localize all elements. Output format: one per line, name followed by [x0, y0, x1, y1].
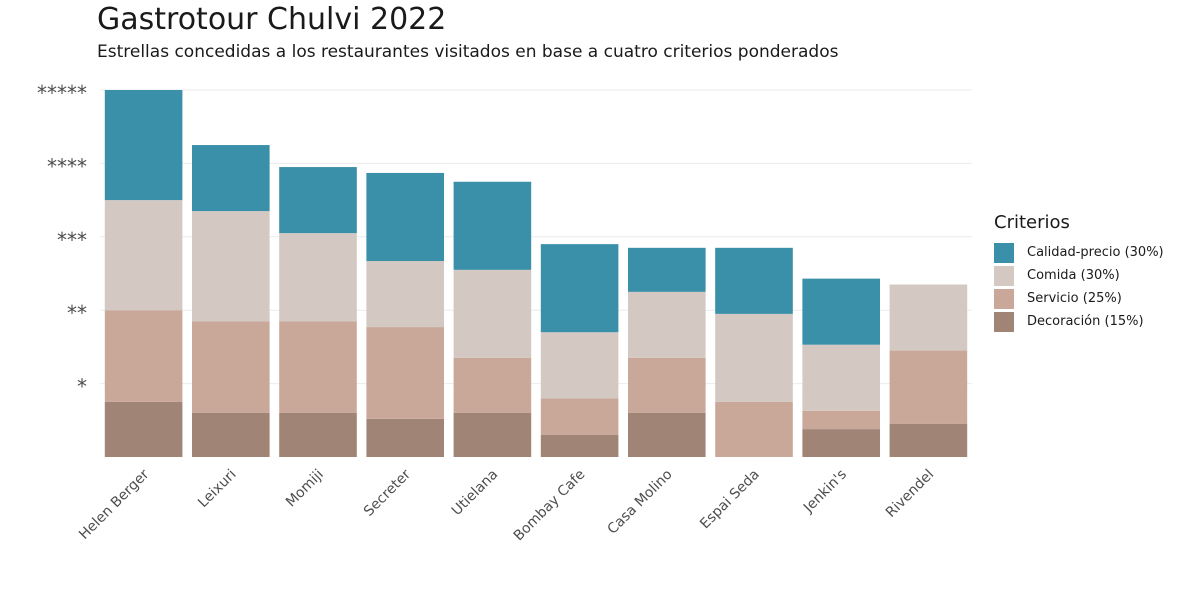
- bar-segment: [366, 418, 445, 457]
- legend-swatch: [994, 311, 1014, 332]
- legend-item: Servicio (25%): [994, 287, 1164, 310]
- bar-segment: [191, 412, 270, 457]
- chart-title: Gastrotour Chulvi 2022: [97, 2, 447, 37]
- chart-subtitle: Estrellas concedidas a los restaurantes …: [97, 42, 839, 62]
- bar-segment: [540, 332, 619, 399]
- legend: Criterios Calidad-precio (30%) Comida (30…: [994, 212, 1164, 333]
- bar-segment: [627, 291, 706, 358]
- x-tick-label: Leixuri: [195, 467, 239, 511]
- bar-segment: [191, 145, 270, 212]
- bar-segment: [889, 423, 968, 457]
- y-tick-label: **: [67, 301, 87, 325]
- legend-swatch: [994, 242, 1014, 263]
- legend-item: Decoración (15%): [994, 310, 1164, 333]
- bar-segment: [540, 434, 619, 457]
- bar-segment: [366, 327, 445, 419]
- bar-segment: [104, 200, 183, 311]
- legend-swatch: [994, 288, 1014, 309]
- y-tick-label: *: [77, 375, 87, 399]
- legend-label: Servicio (25%): [1027, 291, 1122, 306]
- bar-segment: [627, 357, 706, 413]
- legend-item: Comida (30%): [994, 264, 1164, 287]
- bar-segment: [802, 410, 881, 430]
- bar-segment: [366, 172, 445, 262]
- x-tick-label: Utielana: [449, 467, 501, 519]
- legend-title: Criterios: [994, 212, 1070, 233]
- bar-segment: [453, 357, 532, 413]
- x-tick-label: Momiji: [283, 467, 327, 511]
- bar-segment: [715, 401, 793, 457]
- x-tick-label: Espai Seda: [697, 467, 763, 533]
- x-tick-label: Secreter: [361, 466, 414, 519]
- bars: [104, 90, 968, 457]
- bar-segment: [279, 167, 357, 234]
- y-tick-label: ****: [47, 154, 87, 178]
- x-tick-label: Jenkin's: [800, 467, 850, 517]
- bar-segment: [453, 412, 532, 457]
- bar-segment: [279, 321, 357, 413]
- bar-segment: [802, 429, 881, 457]
- bar-segment: [540, 398, 619, 435]
- y-tick-label: *****: [37, 81, 87, 105]
- bar-segment: [104, 401, 183, 457]
- bar-segment: [279, 412, 357, 457]
- bar-segment: [191, 211, 270, 322]
- bar-segment: [627, 412, 706, 457]
- bar-segment: [715, 247, 793, 314]
- legend-label: Calidad-precio (30%): [1027, 245, 1164, 260]
- x-tick-label: Rivendel: [883, 467, 937, 521]
- bar-segment: [889, 350, 968, 424]
- x-axis: Helen Berger Leixuri Momiji Secreter Utielan…: [76, 466, 937, 544]
- bar-segment: [715, 313, 793, 402]
- legend-label: Decoración (15%): [1027, 314, 1144, 329]
- bar-segment: [627, 247, 706, 292]
- bar-segment: [802, 344, 881, 411]
- x-tick-label: Casa Molino: [605, 467, 676, 538]
- bar-segment: [104, 310, 183, 402]
- bar-segment: [191, 321, 270, 413]
- legend-items: Calidad-precio (30%) Comida (30%) Servicio…: [994, 241, 1164, 333]
- legend-item: Calidad-precio (30%): [994, 241, 1164, 264]
- bar-segment: [453, 269, 532, 358]
- bar-segment: [802, 278, 881, 345]
- bar-segment: [540, 244, 619, 333]
- legend-swatch: [994, 265, 1014, 286]
- x-tick-label: Bombay Cafe: [511, 467, 589, 545]
- bar-segment: [279, 233, 357, 322]
- bar-segment: [366, 261, 445, 328]
- x-tick-label: Helen Berger: [76, 466, 153, 543]
- bar-segment: [453, 181, 532, 270]
- y-tick-label: ***: [57, 228, 87, 252]
- y-axis: ***************: [37, 81, 87, 399]
- legend-label: Comida (30%): [1027, 268, 1120, 283]
- bar-segment: [104, 90, 183, 201]
- bar-segment: [889, 284, 968, 351]
